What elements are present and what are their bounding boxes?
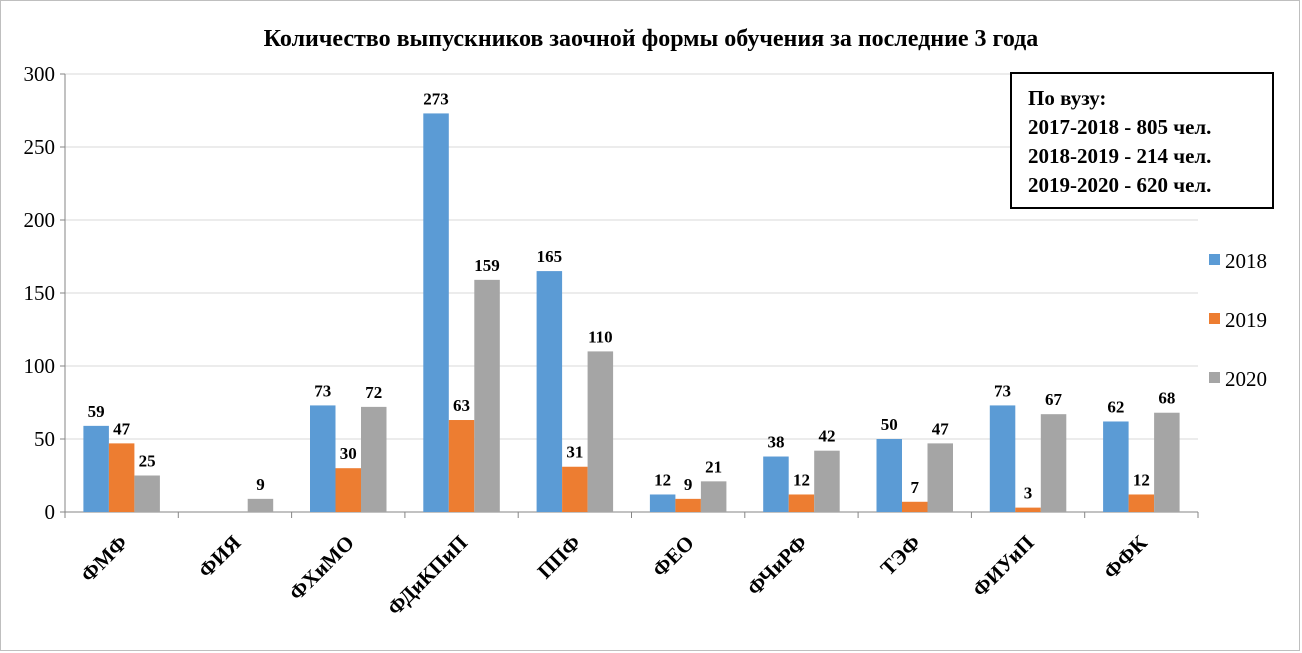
data-label: 159 [474,256,500,275]
bar-2018 [83,425,109,512]
data-label: 9 [684,475,693,494]
x-tick-label: ФЧиРФ [742,531,812,601]
bar-2019 [902,501,928,512]
data-label: 9 [256,475,265,494]
bar-2020 [247,498,274,512]
bar-2020 [814,450,840,512]
data-label: 73 [314,381,331,400]
bars [83,113,1180,513]
info-box-line: 2017-2018 - 805 чел. [1028,115,1212,139]
bar-2018 [649,494,676,512]
bar-2020 [1040,414,1067,512]
data-label: 50 [881,415,898,434]
data-label: 47 [932,419,950,438]
y-tick-label: 0 [45,500,56,524]
legend: 2018 2019 2020 [1209,249,1267,391]
x-tick-label: ППФ [533,531,586,584]
chart-title: Количество выпускников заочной формы обу… [264,26,1039,52]
legend-swatch-2020 [1209,372,1220,383]
y-tick-label: 100 [24,354,56,378]
info-box-line: 2019-2020 - 620 чел. [1028,173,1212,197]
bar-2020 [134,475,160,512]
gridlines [65,73,1198,440]
y-tick-label: 300 [24,62,56,86]
data-label: 73 [994,381,1011,400]
bar-2020 [700,481,727,512]
data-label: 31 [566,443,583,462]
bar-2018 [876,439,902,512]
x-tick-label: ФИЯ [193,531,245,583]
data-label: 68 [1158,389,1175,408]
y-tick-label: 50 [34,427,55,451]
data-label: 12 [793,470,810,489]
y-tick-labels: 0 50 100 150 200 250 300 [24,62,56,524]
bar-2020 [361,406,387,512]
data-label: 59 [88,402,105,421]
data-label: 67 [1045,390,1063,409]
bar-2018 [763,456,789,512]
bar-2019 [108,443,135,512]
data-label: 7 [911,478,920,497]
x-tick-label: ФМФ [76,531,132,587]
info-box-line: По вузу: [1028,86,1107,110]
y-tick-label: 250 [24,135,56,159]
data-label: 47 [113,419,131,438]
bar-2020 [474,279,500,512]
bar-2019 [1128,494,1155,512]
legend-swatch-2018 [1209,254,1220,265]
x-tick-label: ФЕО [647,531,698,582]
data-label: 62 [1107,397,1124,416]
bar-2019 [675,498,701,512]
data-label: 3 [1024,484,1033,503]
bar-2018 [1103,421,1129,512]
info-box-line: 2018-2019 - 214 чел. [1028,144,1212,168]
bar-2018 [423,113,449,513]
bar-2019 [788,494,815,512]
data-label: 42 [818,427,835,446]
x-tick-label: ФДиКПиП [382,531,472,621]
bar-2019 [1015,507,1041,512]
data-label: 72 [365,383,382,402]
data-label: 63 [453,396,470,415]
data-label: 25 [139,452,156,471]
x-tick-label: ФХиМО [284,531,359,606]
y-tick-label: 150 [24,281,56,305]
bar-2020 [927,443,953,512]
y-tick-label: 200 [24,208,56,232]
legend-label-2020: 2020 [1225,367,1267,391]
bar-2020 [587,351,614,512]
bar-2018 [536,271,563,512]
x-tick-labels: ФМФ ФИЯ ФХиМО ФДиКПиП ППФ ФЕО ФЧиРФ ТЭФ ФИУиП ФФК [76,530,1153,620]
data-label: 38 [767,433,784,452]
legend-label-2019: 2019 [1225,308,1267,332]
bar-2019 [562,466,588,512]
bar-2020 [1154,412,1180,512]
data-label: 12 [654,470,671,489]
data-label: 110 [588,327,613,346]
data-label: 30 [340,444,357,463]
data-label: 165 [537,247,563,266]
x-tick-label: ФФК [1099,530,1153,584]
x-tick-label: ТЭФ [876,531,926,581]
totals-info-box: По вузу: 2017-2018 - 805 чел. 2018-2019 … [1010,72,1274,209]
x-tick-label: ФИУиП [968,531,1039,602]
legend-swatch-2019 [1209,313,1220,324]
data-label: 12 [1133,470,1150,489]
data-label: 21 [705,457,722,476]
data-label: 273 [423,89,449,108]
bar-2018 [989,405,1016,512]
bar-2019 [448,420,475,512]
bar-2018 [310,405,336,512]
legend-label-2018: 2018 [1225,249,1267,273]
bar-2019 [335,468,361,512]
